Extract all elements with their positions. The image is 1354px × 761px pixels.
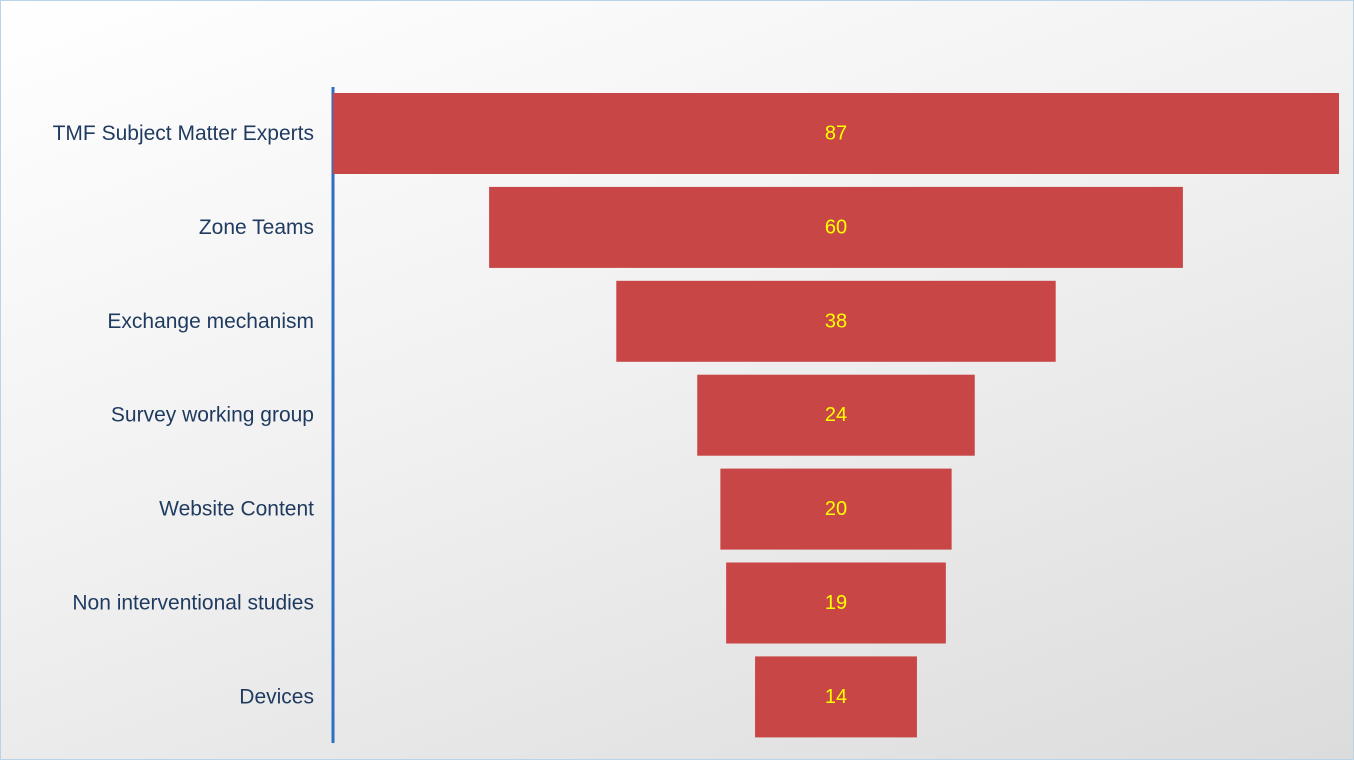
category-label: Non interventional studies (72, 592, 314, 615)
bar-value-label: 24 (825, 404, 847, 426)
category-label: TMF Subject Matter Experts (53, 122, 314, 145)
category-label: Zone Teams (199, 216, 314, 239)
bar-value-label: 38 (825, 310, 847, 332)
bar-value-label: 14 (825, 686, 847, 708)
bar-value-label: 87 (825, 123, 847, 145)
funnel-bar (333, 93, 1339, 174)
bar-value-label: 20 (825, 498, 847, 520)
funnel-bar (726, 562, 946, 644)
category-label: Survey working group (111, 404, 314, 427)
category-label: Exchange mechanism (107, 310, 314, 333)
funnel-bar (616, 280, 1056, 362)
funnel-bar (697, 374, 975, 456)
funnel-bar (720, 468, 952, 550)
bar-value-label: 19 (825, 592, 847, 614)
category-label: Website Content (159, 498, 314, 521)
bar-value-label: 60 (825, 216, 847, 238)
funnel-bar (755, 656, 917, 738)
funnel-bar (489, 186, 1183, 268)
category-label: Devices (239, 685, 314, 708)
